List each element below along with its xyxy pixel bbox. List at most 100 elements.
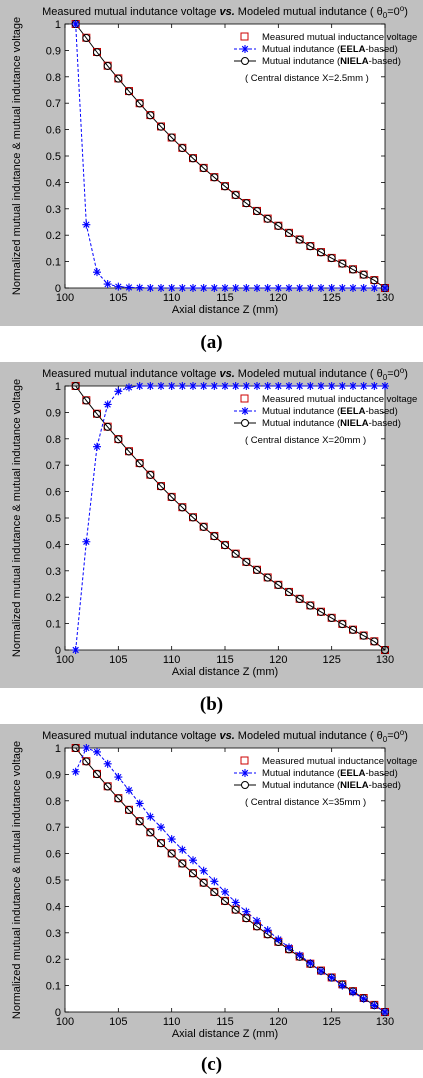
niela-point [167,493,176,502]
legend-eela-bold: EELA [340,406,365,417]
niela-point [71,382,80,390]
title-vs: vs. [219,6,234,18]
title-theta: θ [377,6,383,18]
niela-point [103,782,112,791]
niela-point [370,637,379,646]
niela-line [75,23,386,289]
eela-point [317,284,325,292]
legend-measured-marker [240,394,249,403]
y-tick-label: 0.9 [46,45,61,57]
eela-point [274,382,283,390]
legend-eela-pre: Mutual indutance ( [262,406,341,417]
niela-point [317,607,325,616]
y-tick-label: 0.5 [46,875,61,887]
niela-point [178,503,187,512]
eela-point [82,744,91,752]
eela-point [349,284,357,292]
niela-point [199,878,208,887]
legend-box [232,28,382,72]
eela-point [285,382,293,390]
niela-point [93,409,101,418]
eela-point [82,537,91,546]
legend-niela-pre: Mutual indutance ( [262,56,341,67]
chart-panel-a: 100 105 110 115 120 125 130 0 0.1 0.2 0.3 0.4 0.5 0.6… [0,0,423,326]
eela-point [242,907,251,916]
x-tick-label: 120 [269,654,287,666]
niela-point [221,541,229,550]
eela-point [82,220,91,229]
niela-point [71,744,80,752]
niela-point [349,265,357,274]
niela-point [338,259,347,268]
x-tick-label: 115 [216,654,234,666]
y-tick-label: 0.4 [46,539,61,551]
legend-niela-post: -based) [369,56,401,67]
eela-point [178,284,187,292]
title-theta-sup: o [400,4,405,13]
niela-point [167,133,176,142]
legend-niela-label: Mutual indutance (NIELA-based) [262,780,401,791]
niela-point [317,248,325,257]
niela-point [114,435,123,444]
y-axis-label: Normalized mutual indutance & mutual ind… [11,17,23,295]
title-theta-sub: 0 [383,11,388,20]
eela-point [349,382,357,390]
legend-box [232,752,382,796]
niela-point [125,87,133,96]
y-tick-label: 0.2 [46,954,61,966]
legend-niela-label: Mutual indutance (NIELA-based) [262,418,401,429]
eela-point [178,845,187,854]
niela-point [210,888,219,897]
eela-point [103,759,112,768]
y-tick-label: 0 [55,1007,61,1019]
eela-point [370,284,379,292]
eela-point [263,382,272,390]
niela-point [274,221,283,230]
niela-point [210,532,219,541]
eela-point [210,877,219,886]
niela-point [157,839,165,848]
y-tick-label: 0.7 [46,98,61,110]
eela-point [242,382,251,390]
eela-point [71,767,80,776]
y-tick-label: 0.6 [46,849,61,861]
niela-point [295,235,304,244]
legend-niela-marker [241,57,249,65]
niela-point [178,859,187,868]
y-axis-label: Normalized mutual indutance & mutual ind… [11,741,23,1019]
eela-point [146,382,155,390]
title-part: Modeled mutual indutance ( [235,368,377,380]
eela-point [146,812,155,821]
x-tick-label: 125 [322,292,340,304]
legend-niela-marker [241,781,249,789]
y-tick-label: 0.6 [46,487,61,499]
eela-point [295,382,304,390]
legend-measured-marker [240,756,249,765]
eela-point [231,284,240,292]
x-tick-label: 115 [216,292,234,304]
x-tick-label: 105 [109,654,127,666]
legend-box [232,390,382,434]
y-tick-label: 0.4 [46,901,61,913]
niela-point [189,869,197,878]
niela-point [359,631,368,640]
niela-point [210,173,219,182]
eela-point [103,280,112,289]
legend-eela-label: Mutual indutance (EELA-based) [262,406,398,417]
eela-point [167,284,176,292]
eela-point [189,284,197,292]
eela-point [157,284,165,292]
title-theta: θ [377,368,383,380]
eela-point [317,382,325,390]
chart-b: 100 105 110 115 120 125 130 0 0.1 0.2 0.3 0.4 0.5 0.6… [0,362,423,688]
eela-point [210,382,219,390]
legend-eela-post: -based) [366,406,398,417]
eela-point [93,442,101,451]
y-tick-label: 0.7 [46,822,61,834]
niela-point [381,646,389,654]
niela-point [135,817,144,826]
eela-point [295,284,304,292]
eela-point [135,283,144,292]
niela-point [263,573,272,582]
title-part: Modeled mutual indutance ( [235,6,377,18]
